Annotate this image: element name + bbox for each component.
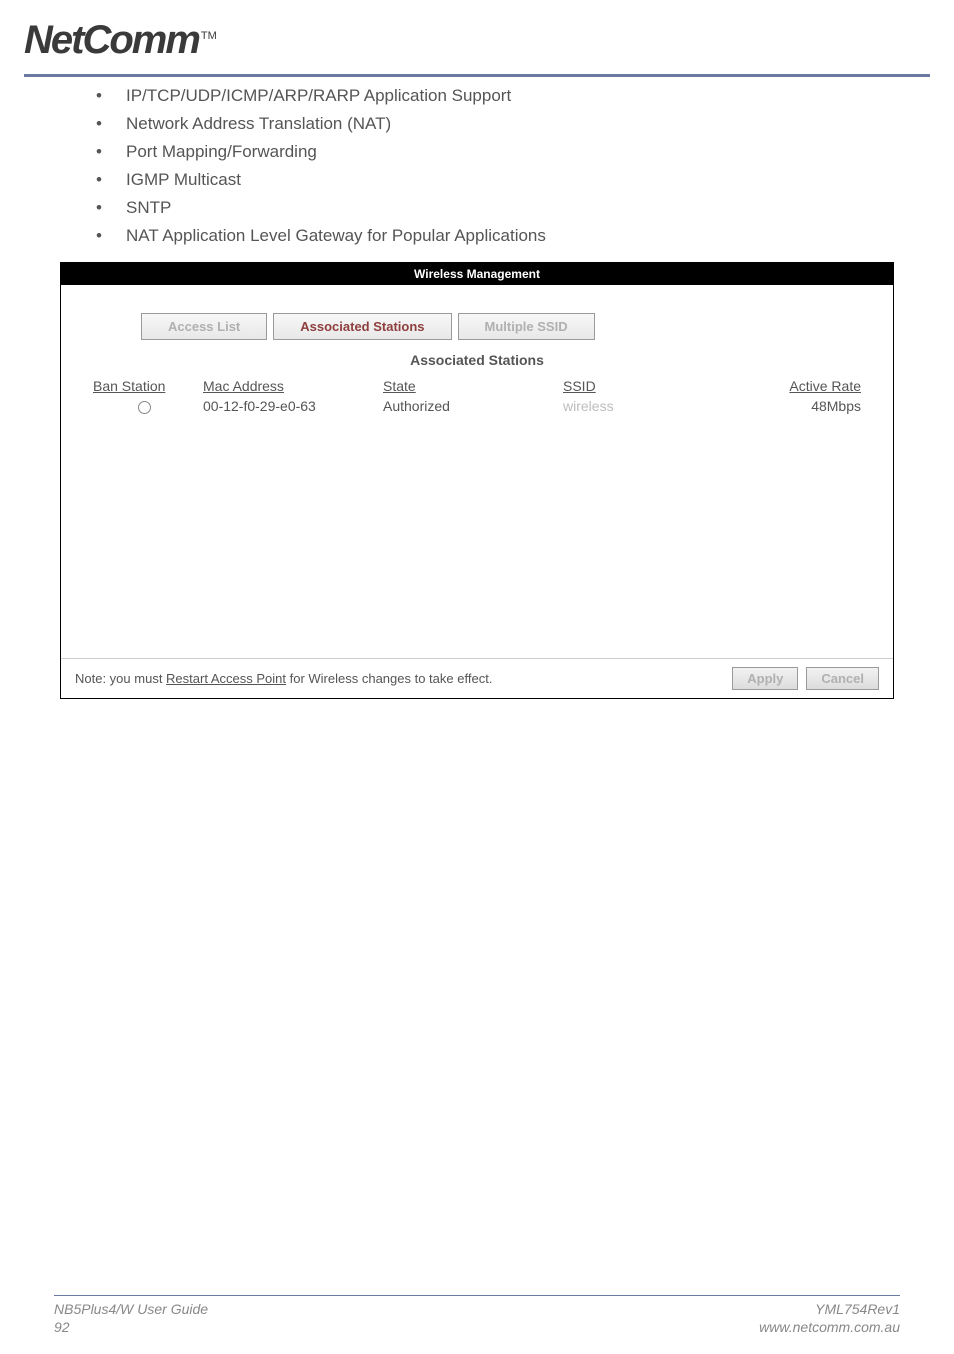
ban-station-radio[interactable] — [138, 401, 151, 414]
stations-table-area: Ban Station Mac Address State SSID Activ… — [61, 376, 893, 658]
wireless-management-panel: Wireless Management Access List Associat… — [60, 262, 894, 699]
panel-title: Wireless Management — [61, 263, 893, 285]
note-prefix: Note: you must — [75, 671, 166, 686]
ban-station-cell — [89, 396, 199, 416]
tab-bar: Access List Associated Stations Multiple… — [61, 285, 893, 340]
restart-access-point-link[interactable]: Restart Access Point — [166, 671, 286, 686]
state-cell: Authorized — [379, 396, 559, 416]
note-suffix: for Wireless changes to take effect. — [286, 671, 492, 686]
col-active-rate: Active Rate — [739, 376, 865, 396]
list-item: Port Mapping/Forwarding — [96, 138, 546, 166]
list-item: Network Address Translation (NAT) — [96, 110, 546, 138]
brand-name: NetComm — [24, 18, 199, 62]
footer-left: NB5Plus4/W User Guide 92 — [54, 1300, 208, 1336]
footer-guide: NB5Plus4/W User Guide — [54, 1300, 208, 1318]
list-item: IGMP Multicast — [96, 166, 546, 194]
mac-address-cell: 00-12-f0-29-e0-63 — [199, 396, 379, 416]
section-title: Associated Stations — [61, 340, 893, 376]
col-ssid: SSID — [559, 376, 739, 396]
feature-list: IP/TCP/UDP/ICMP/ARP/RARP Application Sup… — [96, 82, 546, 250]
tab-access-list[interactable]: Access List — [141, 313, 267, 340]
tab-multiple-ssid[interactable]: Multiple SSID — [458, 313, 595, 340]
footer-buttons: Apply Cancel — [732, 667, 879, 690]
footer-url: www.netcomm.com.au — [759, 1318, 900, 1336]
trademark: TM — [201, 30, 217, 42]
col-ban-station: Ban Station — [89, 376, 199, 396]
list-item: SNTP — [96, 194, 546, 222]
footer-note: Note: you must Restart Access Point for … — [75, 671, 492, 686]
table-header-row: Ban Station Mac Address State SSID Activ… — [89, 376, 865, 396]
col-state: State — [379, 376, 559, 396]
list-item: NAT Application Level Gateway for Popula… — [96, 222, 546, 250]
footer-rev: YML754Rev1 — [759, 1300, 900, 1318]
list-item: IP/TCP/UDP/ICMP/ARP/RARP Application Sup… — [96, 82, 546, 110]
stations-table: Ban Station Mac Address State SSID Activ… — [89, 376, 865, 416]
apply-button[interactable]: Apply — [732, 667, 798, 690]
footer-page: 92 — [54, 1318, 208, 1336]
cancel-button[interactable]: Cancel — [806, 667, 879, 690]
panel-footer: Note: you must Restart Access Point for … — [61, 658, 893, 698]
table-row: 00-12-f0-29-e0-63 Authorized wireless 48… — [89, 396, 865, 416]
tab-associated-stations[interactable]: Associated Stations — [273, 313, 451, 340]
col-mac-address: Mac Address — [199, 376, 379, 396]
footer-rule — [54, 1295, 900, 1296]
footer-right: YML754Rev1 www.netcomm.com.au — [759, 1300, 900, 1336]
brand-logo: NetCommTM — [24, 18, 217, 63]
ssid-cell: wireless — [559, 396, 739, 416]
header-rule — [24, 74, 930, 77]
active-rate-cell: 48Mbps — [739, 396, 865, 416]
